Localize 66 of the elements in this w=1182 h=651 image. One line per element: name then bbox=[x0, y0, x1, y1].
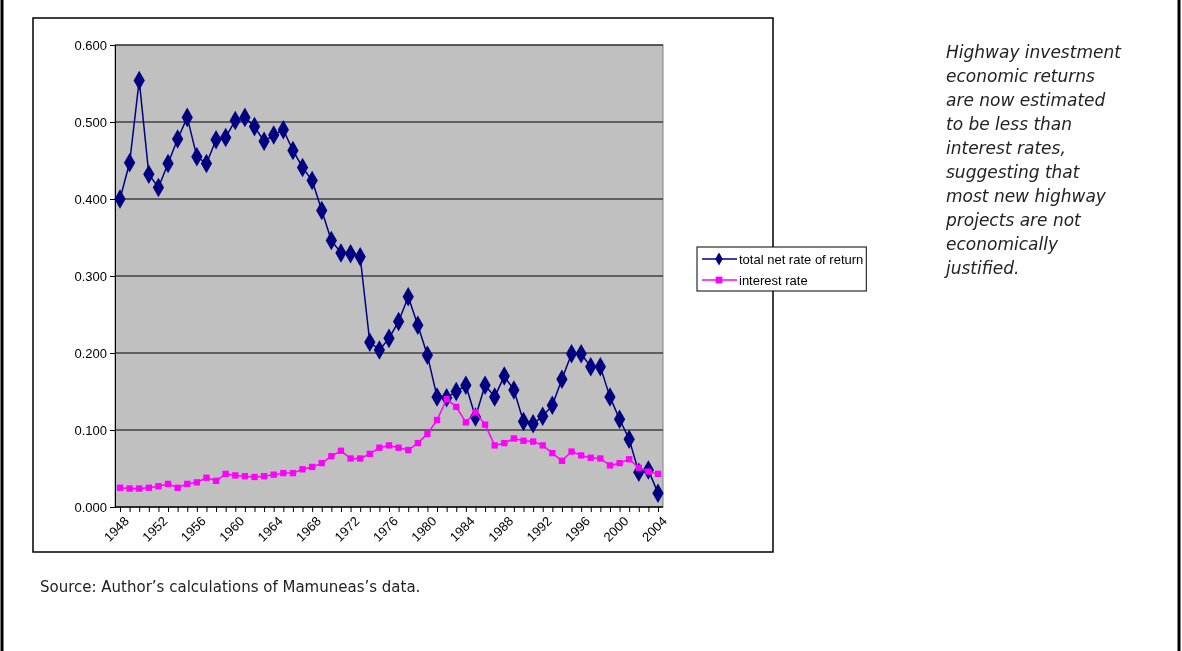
point bbox=[222, 470, 229, 478]
point bbox=[203, 474, 210, 481]
point bbox=[270, 471, 277, 478]
point bbox=[577, 452, 585, 459]
point bbox=[145, 484, 152, 491]
point bbox=[241, 473, 249, 480]
point bbox=[385, 442, 393, 449]
point bbox=[299, 466, 306, 473]
point bbox=[193, 479, 201, 486]
y-tick-label: 0.100 bbox=[74, 422, 107, 438]
text: Highway investment economic returns are now estimated to be less than interest rates, suggesting that most new highway projects are not economically justified. bbox=[946, 42, 1121, 278]
point bbox=[347, 455, 354, 462]
point bbox=[462, 419, 470, 426]
point bbox=[654, 470, 662, 478]
point bbox=[635, 464, 642, 471]
point bbox=[366, 450, 373, 458]
point bbox=[232, 472, 239, 479]
point bbox=[136, 485, 143, 492]
point bbox=[212, 477, 220, 484]
point bbox=[616, 459, 623, 467]
y-tick-label: 0.400 bbox=[74, 191, 107, 207]
source-note: Source: Author’s calculations of Mamuneas’s data. bbox=[40, 578, 421, 596]
point bbox=[289, 469, 297, 477]
point bbox=[251, 473, 258, 481]
point bbox=[491, 442, 498, 449]
point bbox=[424, 430, 431, 438]
point bbox=[174, 484, 181, 491]
point bbox=[568, 448, 575, 455]
point bbox=[472, 409, 479, 416]
legend-label: total net rate of return bbox=[739, 252, 864, 267]
point bbox=[280, 469, 287, 477]
point bbox=[116, 484, 124, 491]
point bbox=[376, 444, 383, 451]
point bbox=[510, 435, 518, 442]
point bbox=[481, 421, 489, 428]
point bbox=[164, 480, 172, 488]
point bbox=[184, 480, 191, 488]
point bbox=[549, 449, 556, 457]
point bbox=[453, 403, 460, 411]
point bbox=[587, 454, 594, 461]
point bbox=[520, 437, 527, 444]
point bbox=[405, 446, 412, 454]
point bbox=[501, 439, 508, 447]
point bbox=[357, 455, 364, 462]
point bbox=[558, 457, 566, 464]
point bbox=[308, 463, 316, 471]
y-tick-label: 0.600 bbox=[74, 37, 107, 53]
point bbox=[597, 455, 604, 462]
point bbox=[414, 439, 421, 447]
point bbox=[337, 447, 345, 454]
point bbox=[126, 485, 133, 492]
y-tick-label: 0.500 bbox=[74, 114, 107, 130]
point bbox=[318, 459, 325, 467]
point bbox=[626, 456, 633, 463]
point bbox=[433, 416, 441, 424]
point bbox=[328, 453, 335, 460]
point bbox=[155, 483, 162, 490]
point bbox=[529, 438, 537, 445]
point bbox=[260, 473, 268, 480]
point bbox=[606, 462, 614, 469]
y-tick-label: 0.300 bbox=[74, 268, 107, 284]
point bbox=[395, 444, 402, 451]
y-tick-label: 0.200 bbox=[74, 345, 107, 361]
y-tick-label: 0.000 bbox=[74, 499, 107, 515]
point bbox=[539, 442, 546, 449]
legend-label: interest rate bbox=[739, 273, 808, 288]
